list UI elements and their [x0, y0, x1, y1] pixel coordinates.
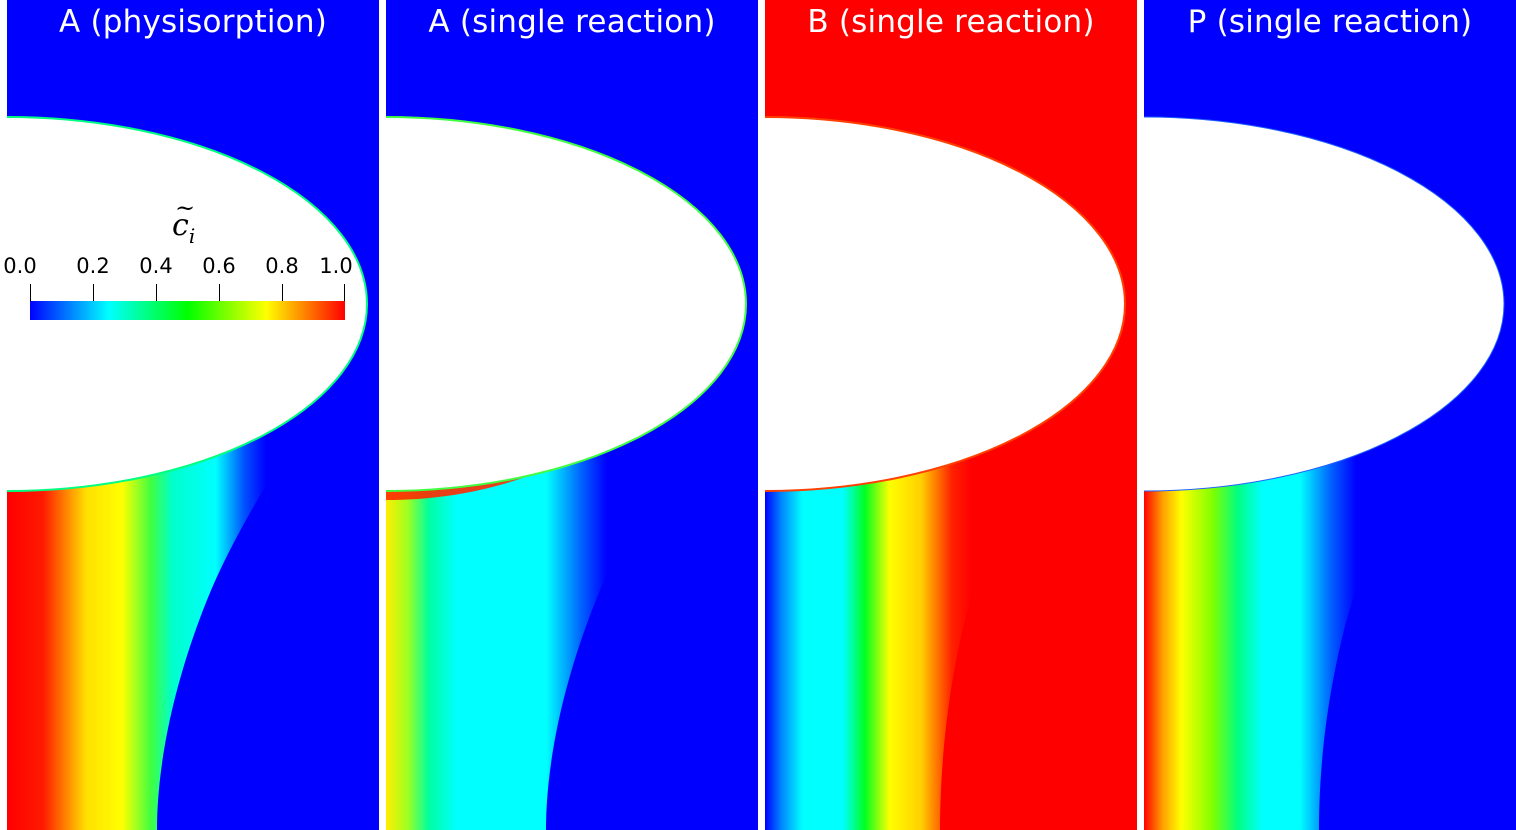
- panel-title: A (single reaction): [386, 2, 758, 42]
- colorbar-tick: [156, 284, 157, 301]
- colorbar-tick: [93, 284, 94, 301]
- colorbar-tick-label: 1.0: [319, 254, 352, 278]
- colorbar-symbol-tilde: ~: [175, 194, 195, 222]
- colorbar-tick: [282, 284, 283, 301]
- contour-plot: [386, 0, 758, 830]
- panel-p-single-reaction: P (single reaction): [1144, 0, 1516, 830]
- colorbar-tick: [219, 284, 220, 301]
- contour-plot: [765, 0, 1137, 830]
- panel-b-single-reaction: B (single reaction): [765, 0, 1137, 830]
- panel-a-physisorption: A (physisorption): [7, 0, 379, 830]
- colorbar-tick-label: 0.6: [202, 254, 235, 278]
- colorbar-tick-label: 0.8: [265, 254, 298, 278]
- panel-title: A (physisorption): [7, 2, 379, 42]
- colorbar-tick-label: 0.4: [139, 254, 172, 278]
- colorbar-tick: [344, 284, 345, 301]
- colorbar-symbol-subscript: i: [189, 224, 195, 248]
- colorbar-tick: [30, 284, 31, 301]
- colorbar-symbol: ~ ci: [172, 208, 195, 243]
- panel-title: B (single reaction): [765, 2, 1137, 42]
- colorbar-tick-label: 0.0: [3, 254, 36, 278]
- colorbar-gradient: [30, 301, 345, 320]
- panel-title: P (single reaction): [1144, 2, 1516, 42]
- panel-a-single-reaction: A (single reaction): [386, 0, 758, 830]
- contour-plot: [1144, 0, 1516, 830]
- colorbar-tick-label: 0.2: [76, 254, 109, 278]
- contour-plot: [7, 0, 379, 830]
